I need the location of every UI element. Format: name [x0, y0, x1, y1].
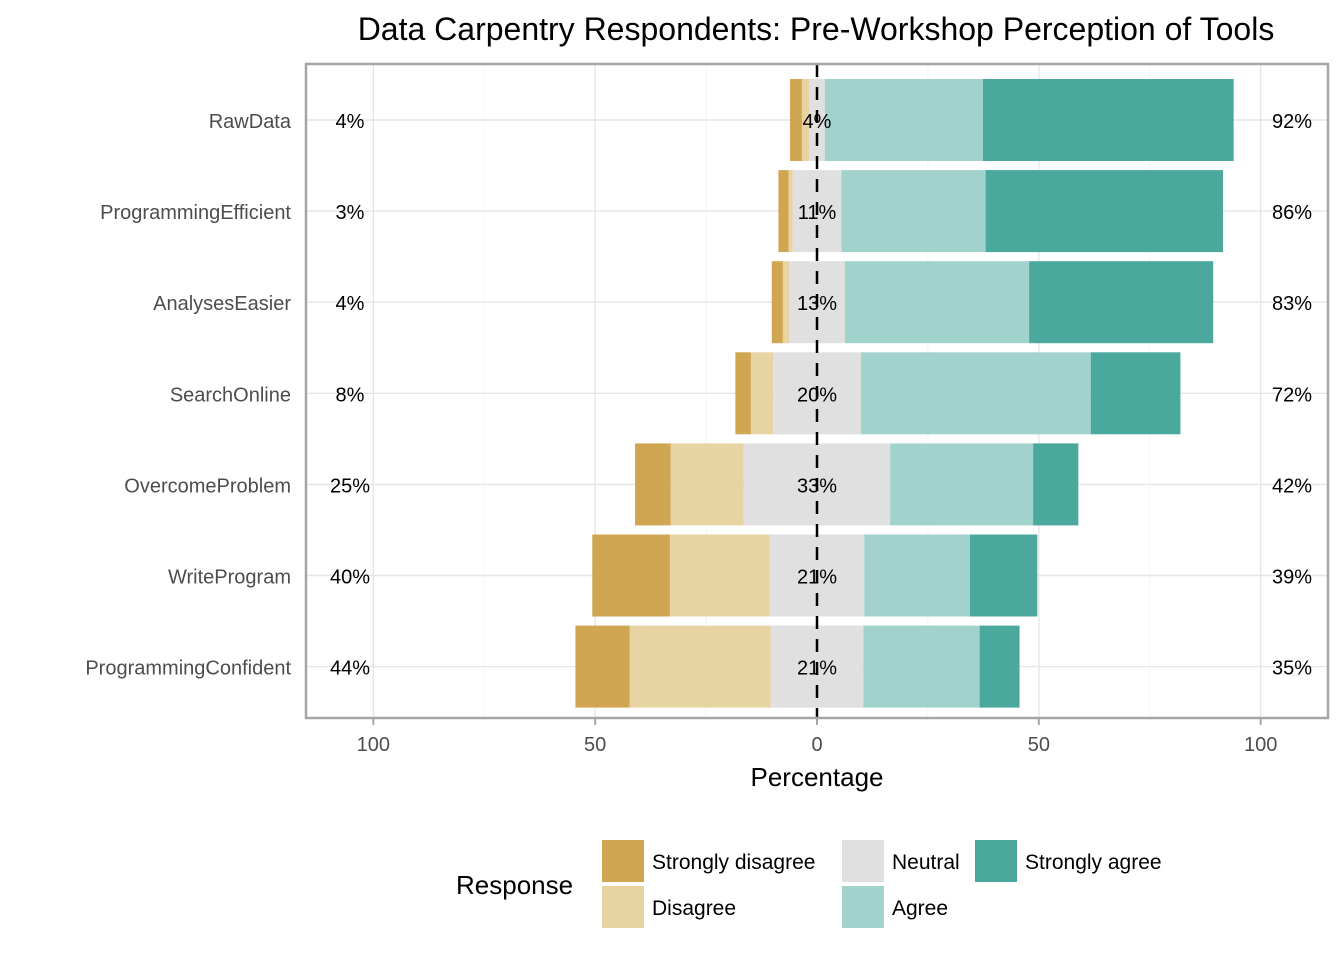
bar-segment [670, 443, 744, 526]
low-percent-label: 4% [336, 293, 365, 315]
bar-segment [782, 261, 790, 344]
x-tick-label: 100 [1244, 734, 1277, 756]
bar-segment [629, 625, 771, 708]
y-tick-label: ProgrammingEfficient [100, 202, 291, 224]
bar-segment [1033, 443, 1079, 526]
x-tick-label: 50 [584, 734, 606, 756]
bar-segment [575, 625, 630, 708]
bar-segment [1090, 352, 1181, 435]
bar-segment [789, 79, 802, 161]
y-tick-label: AnalysesEasier [153, 293, 291, 315]
legend-label: Strongly disagree [652, 851, 815, 874]
high-percent-label: 39% [1272, 567, 1312, 589]
legend-label: Disagree [652, 897, 736, 920]
legend-swatch [602, 840, 644, 882]
bar-segment [969, 534, 1038, 617]
neutral-percent-label: 21% [797, 658, 837, 680]
labels-layer: 4% 4% 92% 3% 11% 86% 4% 13% 83% 8% 20% 72% 25% 33% 42%… [330, 111, 1312, 680]
high-percent-label: 42% [1272, 475, 1312, 497]
x-axis-title: Percentage [751, 762, 884, 792]
bar-segment [824, 79, 983, 161]
legend-swatch [842, 886, 884, 928]
legend-keys: Strongly disagree Disagree Neutral Agree Str… [602, 840, 1162, 928]
low-percent-label: 25% [330, 475, 370, 497]
y-tick-label: SearchOnline [170, 384, 291, 406]
bar-segment [788, 170, 793, 253]
legend: Response Strongly disagree Disagree Neutra… [456, 840, 1162, 928]
neutral-percent-label: 11% [798, 202, 837, 224]
y-tick-label: OvercomeProblem [124, 475, 291, 497]
high-percent-label: 92% [1272, 111, 1312, 133]
low-percent-label: 44% [330, 658, 370, 680]
low-percent-label: 8% [336, 384, 365, 406]
neutral-percent-label: 4% [803, 111, 832, 133]
legend-swatch [602, 886, 644, 928]
chart-title: Data Carpentry Respondents: Pre-Workshop… [358, 11, 1275, 47]
y-tick-label: WriteProgram [168, 567, 291, 589]
low-percent-label: 3% [336, 202, 365, 224]
bar-segment [982, 79, 1234, 161]
legend-label: Strongly agree [1025, 851, 1162, 874]
legend-title: Response [456, 870, 573, 900]
bar-segment [635, 443, 671, 526]
bar-segment [1029, 261, 1214, 344]
y-tick-label: ProgrammingConfident [85, 658, 291, 680]
bar-segment [979, 625, 1020, 708]
neutral-percent-label: 13% [797, 293, 837, 315]
bar-segment [985, 170, 1223, 253]
bar-segment [592, 534, 670, 617]
high-percent-label: 83% [1272, 293, 1312, 315]
y-tick-label: RawData [209, 111, 292, 133]
bar-segment [860, 352, 1091, 435]
legend-swatch [975, 840, 1017, 882]
high-percent-label: 35% [1272, 658, 1312, 680]
bar-segment [890, 443, 1034, 526]
bar-segment [844, 261, 1030, 344]
x-tick-label: 0 [811, 734, 822, 756]
x-tick-label: 50 [1028, 734, 1050, 756]
bar-segment [750, 352, 774, 435]
bar-segment [801, 79, 810, 161]
low-percent-label: 40% [330, 567, 370, 589]
bar-segment [863, 625, 980, 708]
bar-segment [735, 352, 751, 435]
bar-segment [771, 261, 783, 344]
bar-segment [778, 170, 789, 253]
bar-segment [841, 170, 986, 253]
high-percent-label: 72% [1272, 384, 1312, 406]
high-percent-label: 86% [1272, 202, 1312, 224]
bar-segment [864, 534, 970, 617]
legend-swatch [842, 840, 884, 882]
x-tick-label: 100 [357, 734, 390, 756]
neutral-percent-label: 21% [797, 567, 837, 589]
bar-segment [669, 534, 770, 617]
x-axis: 100 50 0 50 100 [357, 718, 1277, 756]
low-percent-label: 4% [336, 111, 365, 133]
legend-label: Neutral [892, 851, 960, 874]
y-axis: RawData ProgrammingEfficient AnalysesEasie… [85, 111, 292, 680]
legend-label: Agree [892, 897, 948, 920]
neutral-percent-label: 33% [797, 475, 837, 497]
neutral-percent-label: 20% [797, 384, 837, 406]
